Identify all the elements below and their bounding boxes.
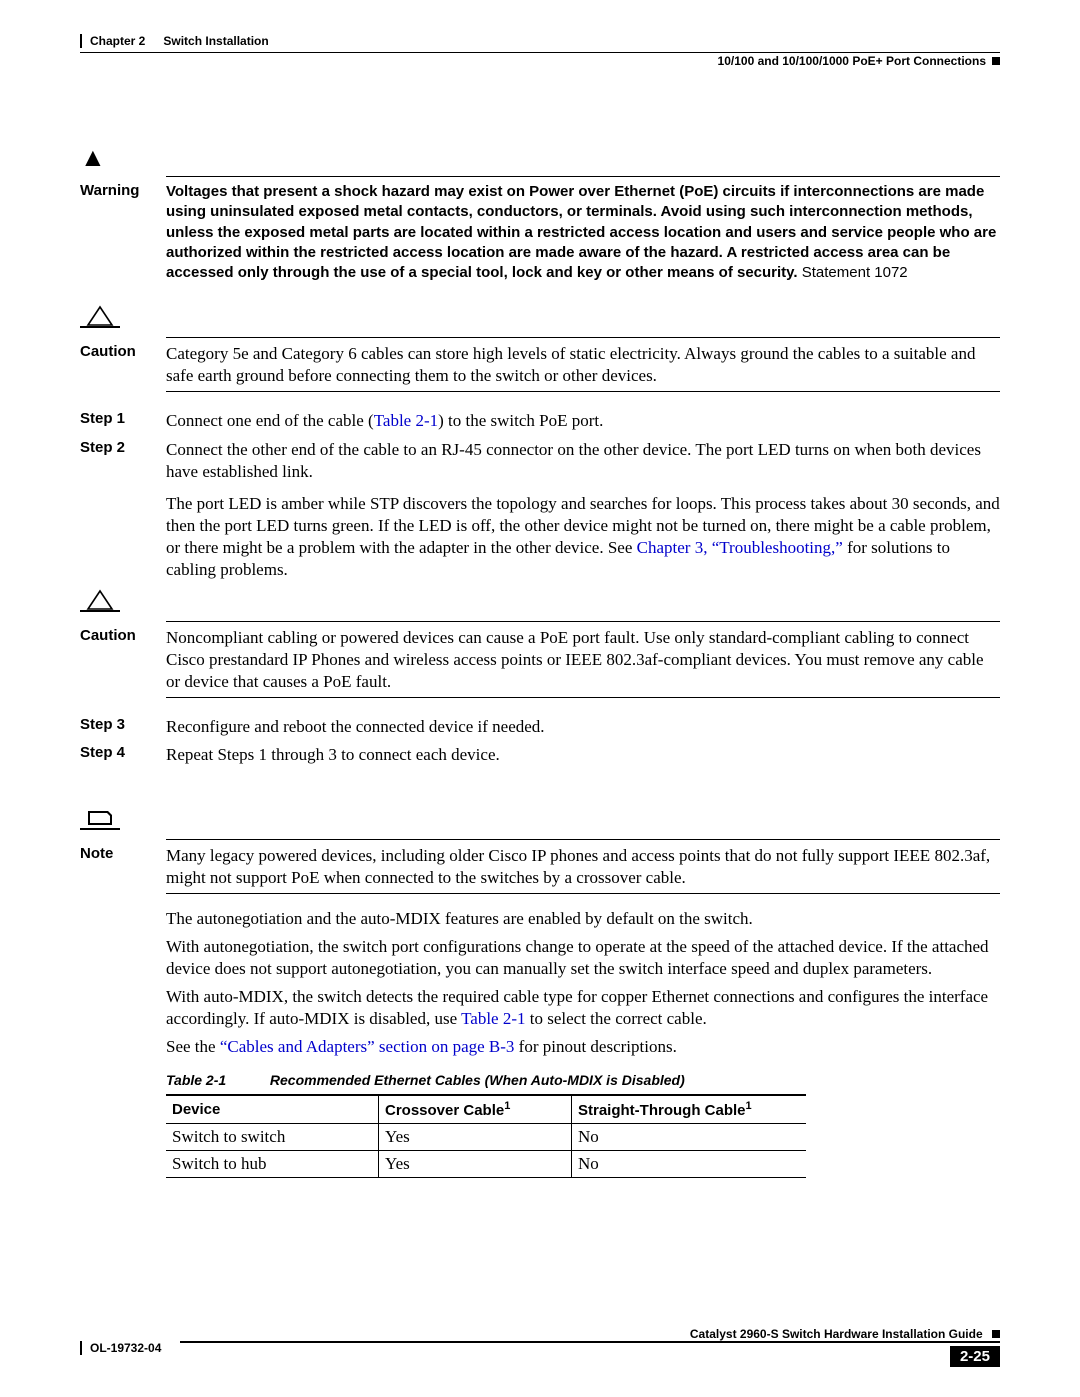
para2: With autonegotiation, the switch port co… <box>166 936 1000 980</box>
caution2-rule-top <box>166 621 1000 622</box>
col-device: Device <box>166 1095 379 1124</box>
header-left: Chapter 2 Switch Installation <box>80 34 1000 48</box>
warning-block: Warning Voltages that present a shock ha… <box>80 182 1000 283</box>
caution1-rule-bottom <box>166 391 1000 392</box>
page-footer: OL-19732-04 Catalyst 2960-S Switch Hardw… <box>80 1327 1000 1369</box>
footer-row: OL-19732-04 Catalyst 2960-S Switch Hardw… <box>80 1327 1000 1369</box>
header-right: 10/100 and 10/100/1000 PoE+ Port Connect… <box>718 54 1000 68</box>
cell-r1c3: No <box>572 1124 807 1151</box>
caution2-block: Caution Noncompliant cabling or powered … <box>80 627 1000 693</box>
caution1-icon-row <box>80 305 1000 334</box>
step2-text: Connect the other end of the cable to an… <box>166 439 1000 483</box>
cell-r1c2: Yes <box>379 1124 572 1151</box>
para3-post: to select the correct cable. <box>526 1009 707 1028</box>
warning-icon: ▲ <box>80 142 166 173</box>
note-text: Many legacy powered devices, including o… <box>166 845 1000 889</box>
header-rule <box>80 52 1000 53</box>
para4-pre: See the <box>166 1037 220 1056</box>
step1-pre: Connect one end of the cable ( <box>166 411 374 430</box>
note-icon-row <box>80 807 1000 836</box>
para3: With auto-MDIX, the switch detects the r… <box>166 986 1000 1030</box>
caution2-label: Caution <box>80 627 166 644</box>
section-title: 10/100 and 10/100/1000 PoE+ Port Connect… <box>718 54 986 68</box>
step3-text: Reconfigure and reboot the connected dev… <box>166 716 1000 738</box>
doc-number: OL-19732-04 <box>90 1341 161 1355</box>
warning-label: Warning <box>80 182 166 199</box>
warning-body: Voltages that present a shock hazard may… <box>166 182 1000 283</box>
col-straight: Straight-Through Cable1 <box>572 1095 807 1124</box>
page-number: 2-25 <box>950 1346 1000 1367</box>
para1: The autonegotiation and the auto-MDIX fe… <box>166 908 1000 930</box>
page: Chapter 2 Switch Installation 10/100 and… <box>0 0 1080 1397</box>
para4: See the “Cables and Adapters” section on… <box>166 1036 1000 1058</box>
caution1-block: Caution Category 5e and Category 6 cable… <box>80 343 1000 387</box>
note-block: Note Many legacy powered devices, includ… <box>80 845 1000 889</box>
caution-icon <box>80 305 166 334</box>
table-row: Switch to hub Yes No <box>166 1151 806 1178</box>
table-row: Switch to switch Yes No <box>166 1124 806 1151</box>
footer-rule <box>180 1341 1000 1343</box>
step1-body: Connect one end of the cable (Table 2-1)… <box>166 410 1000 432</box>
footer-bar-icon <box>80 1341 82 1355</box>
col-crossover: Crossover Cable1 <box>379 1095 572 1124</box>
cell-r1c1: Switch to switch <box>166 1124 379 1151</box>
step4-label: Step 4 <box>80 744 166 761</box>
step2-label: Step 2 <box>80 439 166 456</box>
step1-row: Step 1 Connect one end of the cable (Tab… <box>80 410 1000 432</box>
note-icon <box>80 807 166 836</box>
step3-label: Step 3 <box>80 716 166 733</box>
table-caption: Table 2-1 Recommended Ethernet Cables (W… <box>166 1072 1000 1088</box>
table-caption-label: Table 2-1 <box>166 1072 266 1088</box>
caution2-text: Noncompliant cabling or powered devices … <box>166 627 1000 693</box>
note-label: Note <box>80 845 166 862</box>
chapter-label: Chapter 2 <box>90 34 145 48</box>
chapter-title: Switch Installation <box>163 34 268 48</box>
step2-row: Step 2 Connect the other end of the cabl… <box>80 439 1000 582</box>
footer-left: OL-19732-04 <box>80 1341 161 1355</box>
step1-post: ) to the switch PoE port. <box>438 411 603 430</box>
caution2-icon-row <box>80 589 1000 618</box>
caution1-rule-top <box>166 337 1000 338</box>
note-rule-top <box>166 839 1000 840</box>
step2-para: The port LED is amber while STP discover… <box>166 493 1000 581</box>
header-square-icon <box>992 57 1000 65</box>
para4-link[interactable]: “Cables and Adapters” section on page B-… <box>220 1037 515 1056</box>
cable-table: Device Crossover Cable1 Straight-Through… <box>166 1094 806 1178</box>
cell-r2c1: Switch to hub <box>166 1151 379 1178</box>
caution1-text: Category 5e and Category 6 cables can st… <box>166 343 1000 387</box>
warning-statement: Statement 1072 <box>798 264 908 281</box>
footer-square-icon <box>992 1330 1000 1338</box>
note-rule-bottom <box>166 893 1000 894</box>
content-area: ▲ Warning Voltages that present a shock … <box>80 142 1000 1178</box>
table-header-row: Device Crossover Cable1 Straight-Through… <box>166 1095 806 1124</box>
cell-r2c3: No <box>572 1151 807 1178</box>
footer-right: Catalyst 2960-S Switch Hardware Installa… <box>180 1327 1000 1369</box>
step2-body: Connect the other end of the cable to an… <box>166 439 1000 582</box>
doc-title: Catalyst 2960-S Switch Hardware Installa… <box>690 1327 983 1341</box>
step1-label: Step 1 <box>80 410 166 427</box>
warning-rule-top <box>166 176 1000 177</box>
cell-r2c2: Yes <box>379 1151 572 1178</box>
page-header: Chapter 2 Switch Installation 10/100 and… <box>80 34 1000 82</box>
step4-row: Step 4 Repeat Steps 1 through 3 to conne… <box>80 744 1000 766</box>
warning-icon-row: ▲ <box>80 142 1000 173</box>
para3-link[interactable]: Table 2-1 <box>461 1009 525 1028</box>
caution2-icon <box>80 589 166 618</box>
caution2-rule-bottom <box>166 697 1000 698</box>
caution1-label: Caution <box>80 343 166 360</box>
table-caption-text: Recommended Ethernet Cables (When Auto-M… <box>270 1072 685 1088</box>
header-bar-icon <box>80 34 82 48</box>
step1-link[interactable]: Table 2-1 <box>374 411 438 430</box>
step4-text: Repeat Steps 1 through 3 to connect each… <box>166 744 1000 766</box>
step3-row: Step 3 Reconfigure and reboot the connec… <box>80 716 1000 738</box>
step2-para-link[interactable]: Chapter 3, “Troubleshooting,” <box>637 538 843 557</box>
para4-post: for pinout descriptions. <box>514 1037 676 1056</box>
